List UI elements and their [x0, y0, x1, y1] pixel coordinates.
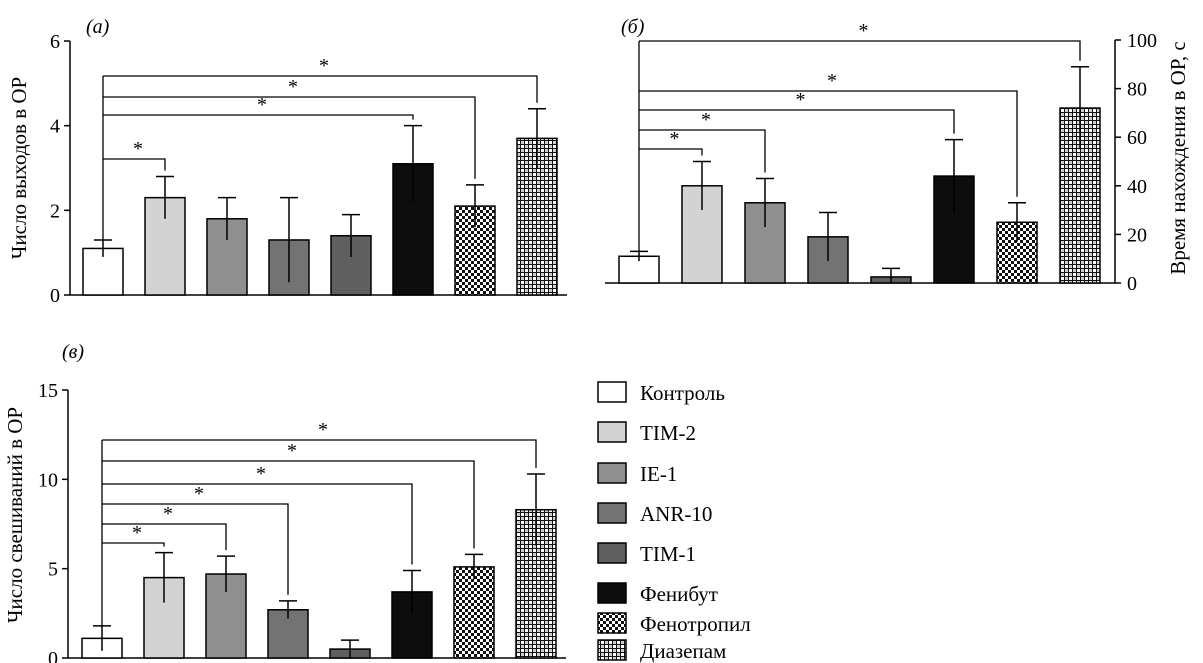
legend-swatch	[597, 639, 627, 661]
legend-swatch	[597, 462, 627, 484]
legend-item-phenotropil: Фенотропил	[597, 612, 751, 636]
legend: Контроль TIM-2 IE-1 ANR-10 TIM-1 Фенибут…	[597, 381, 751, 663]
significance-bracket	[102, 523, 227, 551]
significance-bracket	[103, 158, 166, 171]
legend-swatch	[597, 612, 627, 634]
significance-star: *	[827, 70, 837, 92]
legend-swatch	[597, 421, 627, 443]
y-tick-label: 6	[50, 31, 60, 53]
y-tick-label: 0	[1127, 273, 1137, 295]
significance-star: *	[287, 440, 297, 462]
bar	[453, 566, 495, 659]
panel-a-chart: 0 2 4 6 Число выходов в ОР * * * *	[7, 31, 567, 307]
legend-label: TIM-1	[640, 542, 696, 566]
significance-bracket	[639, 148, 703, 156]
y-tick-label: 100	[1127, 30, 1157, 52]
legend-label: Фенотропил	[640, 612, 751, 636]
y-axis-label: Число выходов в ОР	[7, 77, 31, 259]
significance-star: *	[701, 109, 711, 131]
y-tick-label: 60	[1127, 127, 1147, 149]
legend-swatch	[597, 381, 627, 403]
significance-bracket	[103, 96, 476, 179]
y-tick-label: 0	[50, 285, 60, 307]
y-tick-label: 15	[38, 380, 58, 402]
y-tick-label: 20	[1127, 224, 1147, 246]
significance-bracket	[639, 90, 1018, 197]
significance-star: *	[256, 463, 266, 485]
legend-swatch	[597, 502, 627, 524]
significance-bracket	[639, 109, 955, 134]
significance-star: *	[859, 20, 869, 42]
y-tick-label: 2	[50, 200, 60, 222]
panel-b-chart: 0 20 40 60 80 100 Время нахождения в ОР, с * * * *…	[605, 20, 1190, 295]
significance-bracket	[102, 439, 537, 468]
y-axis-label: Число свешиваний в ОР	[3, 407, 27, 623]
significance-bracket	[639, 40, 1081, 61]
legend-swatch	[597, 582, 627, 604]
legend-item-ie1: IE-1	[597, 462, 677, 486]
significance-bracket	[102, 503, 289, 595]
panel-b-letter: (б)	[621, 16, 645, 38]
legend-label: Диазепам	[640, 639, 726, 663]
significance-star: *	[257, 94, 267, 116]
y-tick-label: 80	[1127, 79, 1147, 101]
y-tick-label: 10	[38, 469, 58, 491]
significance-bracket	[639, 129, 766, 173]
significance-star: *	[132, 522, 142, 544]
significance-star: *	[319, 55, 329, 77]
significance-bracket	[102, 460, 475, 549]
y-tick-label: 40	[1127, 176, 1147, 198]
legend-label: TIM-2	[640, 421, 696, 445]
significance-star: *	[670, 128, 680, 150]
legend-item-tim1: TIM-1	[597, 542, 696, 566]
significance-star: *	[194, 483, 204, 505]
legend-item-anr10: ANR-10	[597, 502, 712, 526]
legend-swatch	[597, 542, 627, 564]
panel-c-chart: 0 5 10 15 Число свешиваний в ОР * * * * * *	[3, 380, 566, 663]
significance-star: *	[318, 419, 328, 441]
legend-item-control: Контроль	[597, 381, 725, 405]
significance-star: *	[288, 76, 298, 98]
y-axis-label: Время нахождения в ОР, с	[1166, 41, 1190, 274]
significance-bracket	[103, 114, 414, 120]
significance-star: *	[133, 138, 143, 160]
y-tick-label: 0	[48, 648, 58, 663]
significance-bracket	[102, 483, 413, 565]
bar	[206, 218, 248, 296]
legend-label: Контроль	[640, 381, 725, 405]
panel-a-letter: (а)	[86, 16, 110, 38]
legend-label: ANR-10	[640, 502, 712, 526]
legend-label: IE-1	[640, 462, 677, 486]
legend-label: Фенибут	[640, 582, 718, 606]
significance-star: *	[796, 89, 806, 111]
significance-bracket	[102, 542, 165, 547]
significance-bracket	[103, 75, 538, 103]
y-tick-label: 5	[48, 559, 58, 581]
panel-c-letter: (в)	[62, 341, 84, 363]
legend-item-diazepam: Диазепам	[597, 639, 726, 663]
y-tick-label: 4	[50, 116, 60, 138]
significance-star: *	[163, 503, 173, 525]
legend-item-tim2: TIM-2	[597, 421, 696, 445]
legend-item-phenibut: Фенибут	[597, 582, 718, 606]
